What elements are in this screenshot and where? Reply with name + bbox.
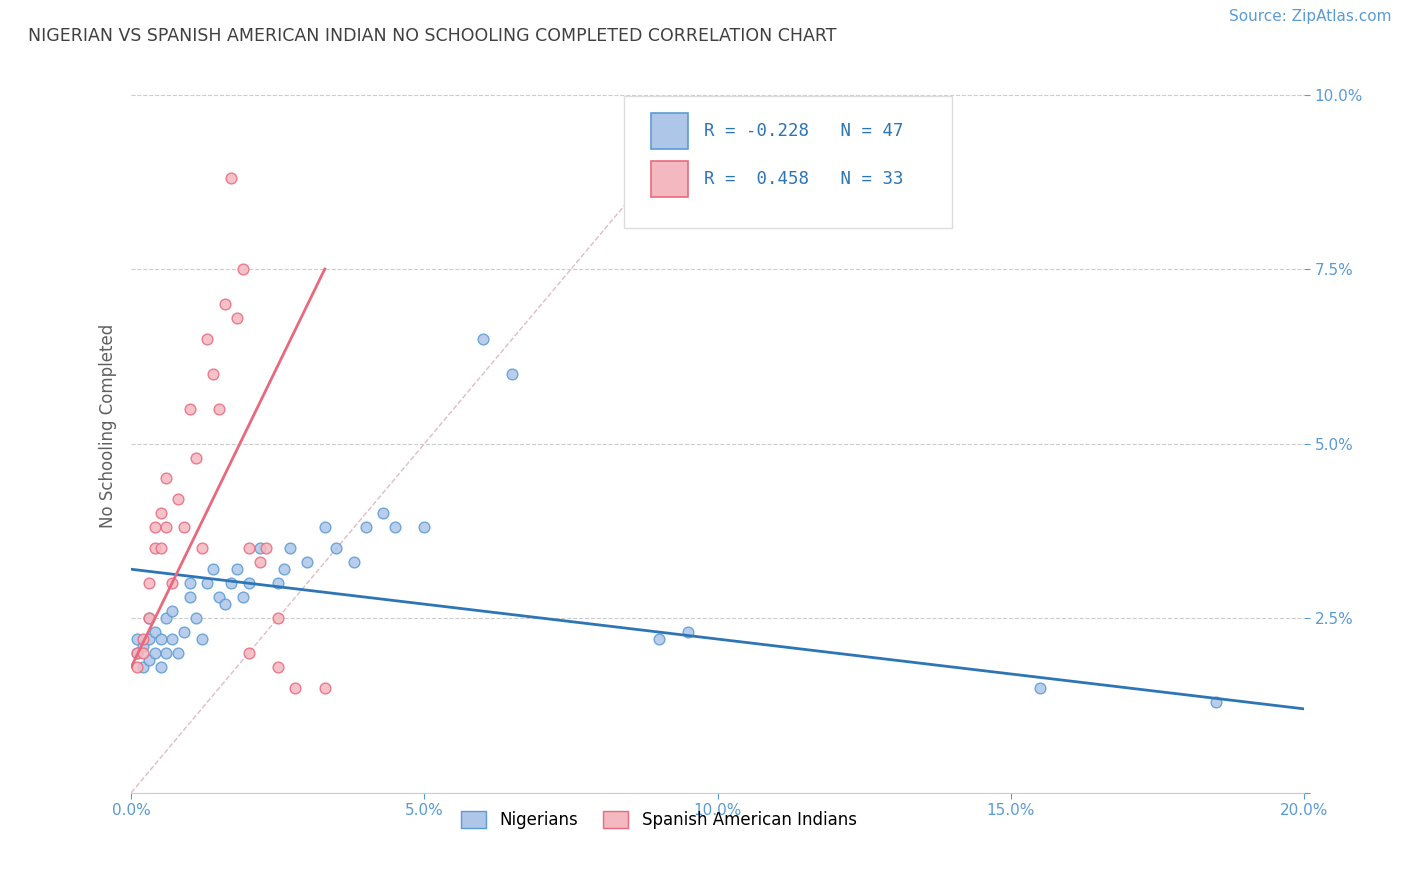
Text: NIGERIAN VS SPANISH AMERICAN INDIAN NO SCHOOLING COMPLETED CORRELATION CHART: NIGERIAN VS SPANISH AMERICAN INDIAN NO S… bbox=[28, 27, 837, 45]
Point bbox=[225, 562, 247, 576]
Point bbox=[238, 646, 260, 660]
Point bbox=[184, 450, 207, 465]
Point bbox=[173, 625, 195, 640]
Point bbox=[238, 576, 260, 591]
Point bbox=[373, 507, 395, 521]
Text: R =  0.458   N = 33: R = 0.458 N = 33 bbox=[703, 170, 903, 188]
Text: Source: ZipAtlas.com: Source: ZipAtlas.com bbox=[1229, 9, 1392, 24]
Point bbox=[138, 576, 160, 591]
Point bbox=[162, 576, 184, 591]
Point bbox=[1029, 681, 1052, 695]
Legend: Nigerians, Spanish American Indians: Nigerians, Spanish American Indians bbox=[454, 804, 863, 836]
Point bbox=[219, 576, 242, 591]
Point bbox=[501, 367, 523, 381]
Point bbox=[284, 681, 307, 695]
Point bbox=[184, 611, 207, 625]
Point bbox=[254, 541, 277, 556]
Point bbox=[219, 171, 242, 186]
Point bbox=[273, 562, 295, 576]
Point bbox=[648, 632, 671, 646]
Point bbox=[314, 681, 336, 695]
Y-axis label: No Schooling Completed: No Schooling Completed bbox=[100, 324, 117, 528]
Text: R = -0.228   N = 47: R = -0.228 N = 47 bbox=[703, 122, 903, 140]
Point bbox=[173, 520, 195, 534]
Point bbox=[384, 520, 406, 534]
Point bbox=[214, 597, 236, 611]
Point bbox=[138, 611, 160, 625]
Point bbox=[132, 632, 155, 646]
FancyBboxPatch shape bbox=[651, 161, 689, 196]
Point bbox=[179, 576, 201, 591]
Point bbox=[202, 367, 225, 381]
Point bbox=[208, 401, 231, 416]
Point bbox=[155, 611, 177, 625]
Point bbox=[208, 590, 231, 604]
Point bbox=[149, 660, 172, 674]
Point bbox=[162, 632, 184, 646]
Point bbox=[197, 576, 219, 591]
Point bbox=[295, 555, 318, 569]
Point bbox=[354, 520, 377, 534]
Point bbox=[267, 576, 290, 591]
Point bbox=[278, 541, 301, 556]
Point bbox=[149, 632, 172, 646]
Point bbox=[267, 611, 290, 625]
Point bbox=[413, 520, 436, 534]
Point bbox=[143, 520, 166, 534]
Point bbox=[214, 297, 236, 311]
Point bbox=[314, 520, 336, 534]
Point bbox=[325, 541, 347, 556]
Point bbox=[127, 646, 149, 660]
FancyBboxPatch shape bbox=[651, 113, 689, 149]
Point bbox=[179, 590, 201, 604]
Point bbox=[132, 660, 155, 674]
Point bbox=[162, 604, 184, 618]
Point bbox=[138, 632, 160, 646]
Point bbox=[143, 625, 166, 640]
Point bbox=[190, 632, 212, 646]
Point bbox=[155, 471, 177, 485]
Point bbox=[197, 332, 219, 346]
Point bbox=[1205, 695, 1227, 709]
Point bbox=[179, 401, 201, 416]
Point bbox=[343, 555, 366, 569]
Point bbox=[472, 332, 495, 346]
Point bbox=[202, 562, 225, 576]
Point bbox=[155, 646, 177, 660]
Point bbox=[190, 541, 212, 556]
Point bbox=[149, 507, 172, 521]
Point bbox=[127, 632, 149, 646]
Point bbox=[143, 541, 166, 556]
Point bbox=[232, 590, 254, 604]
Point bbox=[138, 653, 160, 667]
Point bbox=[167, 492, 190, 507]
Point bbox=[127, 646, 149, 660]
Point bbox=[138, 611, 160, 625]
Point bbox=[267, 660, 290, 674]
Point bbox=[249, 555, 271, 569]
Point bbox=[225, 310, 247, 325]
Point bbox=[238, 541, 260, 556]
Point bbox=[149, 541, 172, 556]
Point bbox=[127, 660, 149, 674]
Point bbox=[143, 646, 166, 660]
Point bbox=[132, 639, 155, 653]
Point bbox=[132, 646, 155, 660]
Point bbox=[167, 646, 190, 660]
FancyBboxPatch shape bbox=[624, 96, 952, 228]
Point bbox=[155, 520, 177, 534]
Point bbox=[232, 262, 254, 277]
Point bbox=[678, 625, 700, 640]
Point bbox=[249, 541, 271, 556]
